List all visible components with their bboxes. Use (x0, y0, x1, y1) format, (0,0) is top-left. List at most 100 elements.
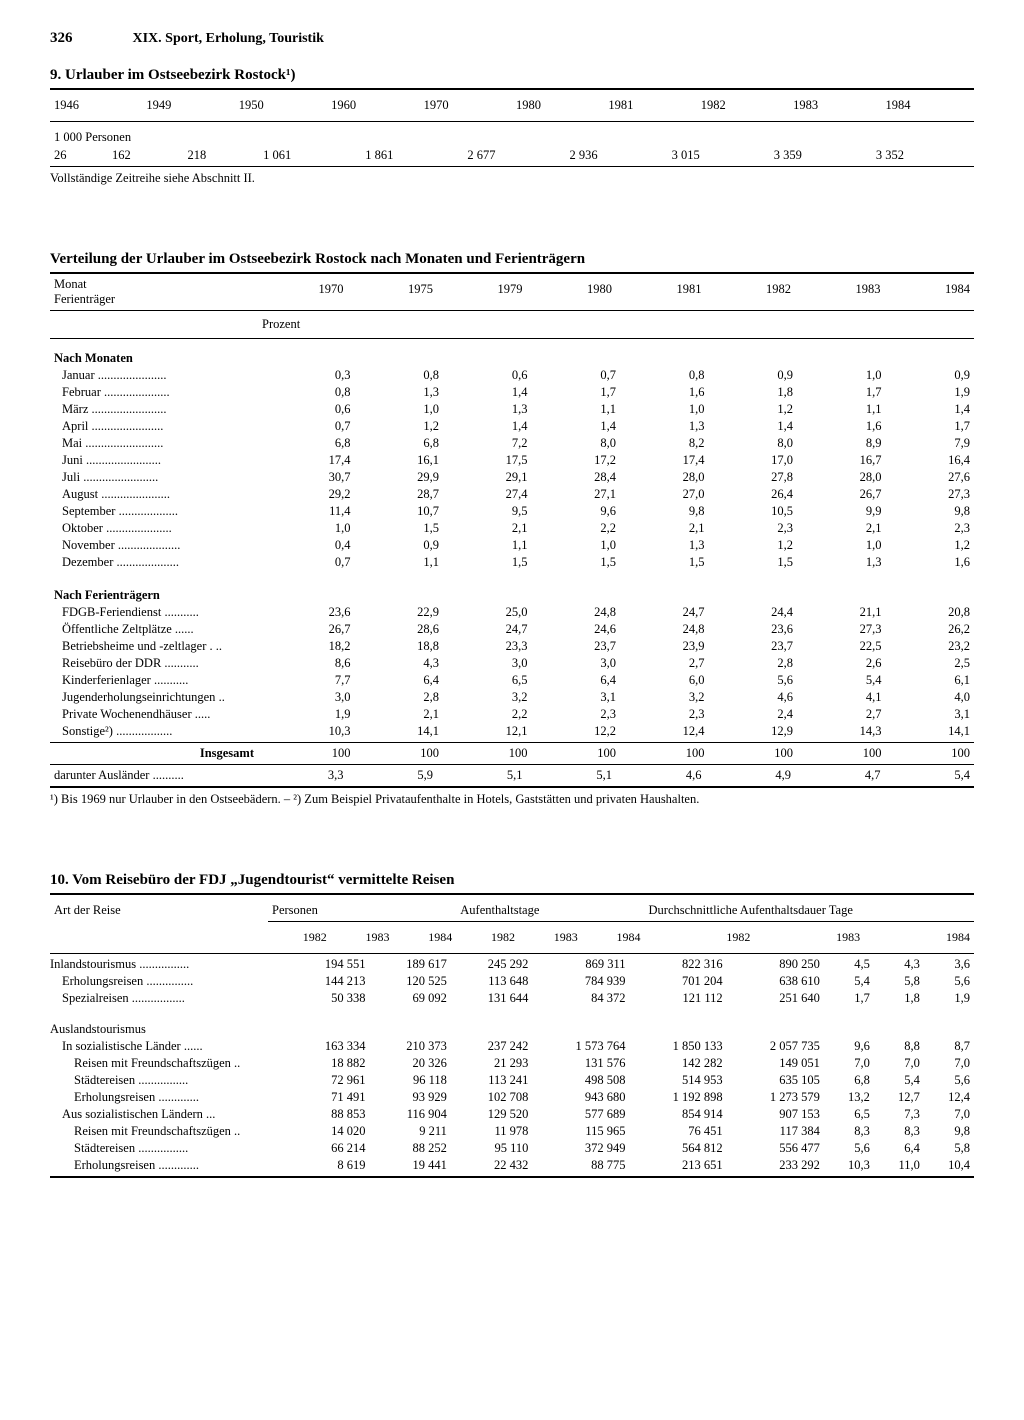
dist-cell: 26,7 (266, 621, 355, 638)
t10-cell: 144 213 (288, 973, 369, 990)
dist-cell: 28,6 (355, 621, 444, 638)
dist-cell: 23,6 (266, 604, 355, 621)
t10-cell: 12,7 (874, 1089, 924, 1106)
dist-table: Monat Ferienträger 197019751979198019811… (50, 276, 974, 308)
t10-cell: 556 477 (727, 1140, 824, 1157)
t10-cell: 117 384 (727, 1123, 824, 1140)
t10-cell: 121 112 (630, 990, 727, 1007)
dist-cell: 1,1 (797, 401, 886, 418)
t10-cell: 10,3 (824, 1157, 874, 1174)
dist-row-label: Private Wochenendhäuser ..... (50, 706, 266, 723)
dist-cell: 12,9 (709, 723, 798, 740)
t10-cell: 72 961 (288, 1072, 369, 1089)
dist-cell: 23,3 (443, 638, 532, 655)
dist-cell: 6,0 (620, 672, 709, 689)
t10-cell: 7,0 (924, 1106, 974, 1123)
dist-cell: 24,4 (709, 604, 798, 621)
t10-row-label: Erholungsreisen ............. (50, 1089, 288, 1106)
dist-row-label: Juni ........................ (50, 452, 266, 469)
dist-unit-row: Prozent (50, 313, 974, 336)
dist-row-label: Februar ..................... (50, 384, 266, 401)
dist-cell: 6,8 (266, 435, 355, 452)
dist-cell: 0,7 (266, 418, 355, 435)
chapter-title: XIX. Sport, Erholung, Touristik (133, 31, 324, 47)
dist-cell: 100 (355, 745, 444, 762)
dist-cell: 5,1 (437, 767, 527, 784)
dist-cell: 1,9 (886, 384, 975, 401)
table9-year: 1970 (420, 92, 512, 119)
dist-foreign: darunter Ausländer ..........3,35,95,15,… (50, 767, 974, 784)
dist-cell: 0,8 (620, 367, 709, 384)
t10-year: 1982 (456, 924, 519, 951)
dist-cell: 5,4 (885, 767, 975, 784)
t10-cell: 6,8 (824, 1072, 874, 1089)
t10-cell: 5,8 (874, 973, 924, 990)
table10-body: Inlandstourismus ................194 551… (50, 956, 974, 1174)
dist-cell: 8,0 (709, 435, 798, 452)
dist-cell: 4,0 (886, 689, 975, 706)
dist-cell: 2,3 (620, 706, 709, 723)
t10-cell: 96 118 (369, 1072, 450, 1089)
dist-cell: 4,6 (616, 767, 706, 784)
dist-cell: 17,5 (443, 452, 532, 469)
t10-year: 1982 (268, 924, 331, 951)
dist-cell: 1,0 (797, 367, 886, 384)
t10-cell: 116 904 (369, 1106, 450, 1123)
dist-cell: 1,1 (355, 554, 444, 571)
table9-year: 1984 (882, 92, 974, 119)
dist-cell: 30,7 (266, 469, 355, 486)
t10-cell: 71 491 (288, 1089, 369, 1106)
dist-footnote: ¹) Bis 1969 nur Urlauber in den Ostseebä… (50, 792, 974, 807)
dist-cell: 27,4 (443, 486, 532, 503)
t10-cell: 9 211 (369, 1123, 450, 1140)
t10-cell: 88 775 (532, 1157, 629, 1174)
dist-cell: 7,7 (266, 672, 355, 689)
dist-cell: 3,0 (532, 655, 621, 672)
dist-cell: 23,2 (886, 638, 975, 655)
t10-grp-tage: Aufenthaltstage (456, 897, 644, 919)
dist-col-traeger: Ferienträger (54, 292, 115, 306)
t10-cell: 120 525 (369, 973, 450, 990)
dist-cell: 1,7 (797, 384, 886, 401)
dist-cell: 23,7 (532, 638, 621, 655)
t10-row-label: Erholungsreisen ............... (50, 973, 288, 990)
dist-cell: 24,7 (620, 604, 709, 621)
dist-cell: 8,9 (797, 435, 886, 452)
dist-cell: 9,8 (620, 503, 709, 520)
dist-cell: 8,0 (532, 435, 621, 452)
dist-cell: 11,4 (266, 503, 355, 520)
t10-cell: 19 441 (369, 1157, 450, 1174)
table9-title: 9. Urlauber im Ostseebezirk Rostock¹) (50, 67, 974, 84)
dist-cell: 27,0 (620, 486, 709, 503)
dist-cell: 3,1 (532, 689, 621, 706)
dist-cell: 17,2 (532, 452, 621, 469)
t10-cell: 12,4 (924, 1089, 974, 1106)
dist-cell: 2,1 (355, 706, 444, 723)
dist-cell: 0,3 (266, 367, 355, 384)
dist-cell: 2,1 (620, 520, 709, 537)
dist-row-label: September ................... (50, 503, 266, 520)
dist-cell: 4,7 (795, 767, 885, 784)
dist-cell: 24,8 (620, 621, 709, 638)
t10-cell: 1 192 898 (630, 1089, 727, 1106)
t10-cell: 577 689 (532, 1106, 629, 1123)
dist-cell: 2,5 (886, 655, 975, 672)
dist-cell: 4,9 (706, 767, 796, 784)
table10-title: 10. Vom Reisebüro der FDJ „Jugendtourist… (50, 872, 974, 889)
t10-row-label: Inlandstourismus ................ (50, 956, 288, 973)
dist-cell: 100 (532, 745, 621, 762)
t10-cell: 102 708 (451, 1089, 532, 1106)
t10-cell: 11,0 (874, 1157, 924, 1174)
t10-cell: 113 241 (451, 1072, 532, 1089)
t10-cell: 8,8 (874, 1038, 924, 1055)
t10-cell: 943 680 (532, 1089, 629, 1106)
dist-cell: 2,2 (532, 520, 621, 537)
dist-row-label: darunter Ausländer .......... (50, 767, 258, 784)
t10-cell: 784 939 (532, 973, 629, 990)
dist-cell: 28,0 (620, 469, 709, 486)
dist-cell: 3,1 (886, 706, 975, 723)
dist-cell: 1,5 (620, 554, 709, 571)
dist-cell: 100 (709, 745, 798, 762)
t10-year: 1983 (754, 924, 864, 951)
t10-cell: 907 153 (727, 1106, 824, 1123)
